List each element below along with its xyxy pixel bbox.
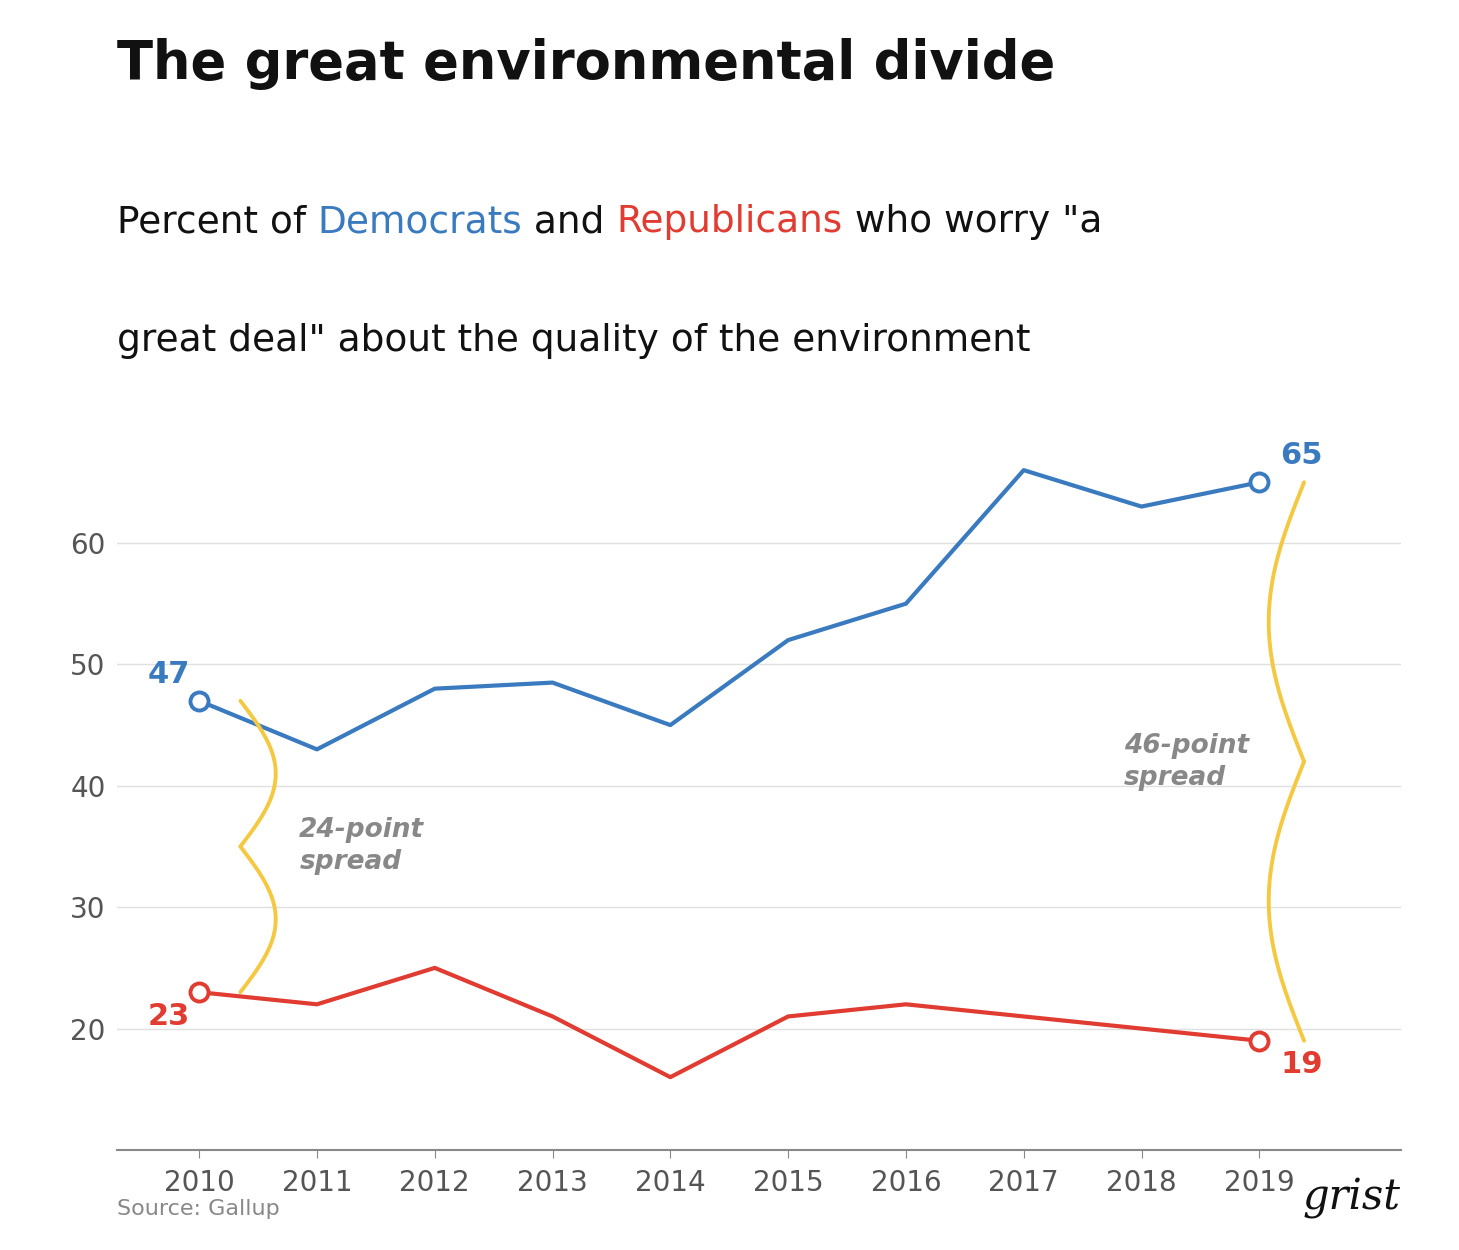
Text: 47: 47: [147, 660, 190, 689]
Text: 24-point
spread: 24-point spread: [299, 818, 425, 875]
Text: and: and: [522, 204, 617, 240]
Text: 65: 65: [1281, 441, 1323, 470]
Text: Republicans: Republicans: [617, 204, 843, 240]
Text: 19: 19: [1281, 1050, 1323, 1080]
Text: great deal" about the quality of the environment: great deal" about the quality of the env…: [117, 322, 1030, 359]
Text: grist: grist: [1303, 1176, 1401, 1219]
Text: Democrats: Democrats: [318, 204, 522, 240]
Text: 23: 23: [147, 1003, 190, 1031]
Text: 46-point
spread: 46-point spread: [1123, 732, 1249, 790]
Text: The great environmental divide: The great environmental divide: [117, 38, 1055, 90]
Text: Percent of: Percent of: [117, 204, 318, 240]
Text: who worry "a: who worry "a: [843, 204, 1103, 240]
Text: Source: Gallup: Source: Gallup: [117, 1199, 280, 1219]
